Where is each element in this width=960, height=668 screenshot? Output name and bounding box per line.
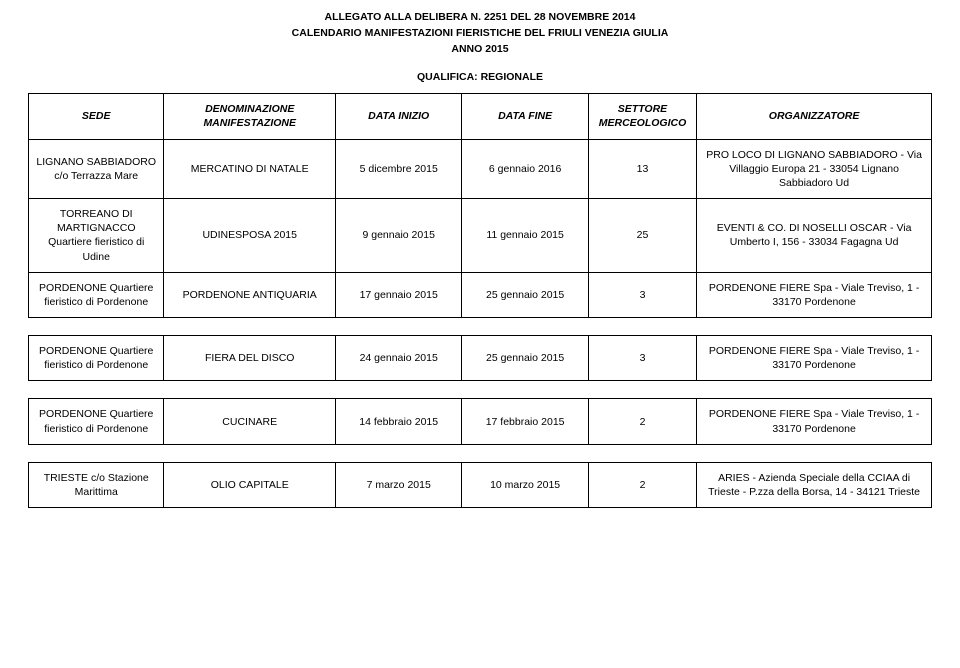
cell-org: ARIES - Azienda Speciale della CCIAA di … bbox=[697, 462, 932, 507]
cell-sede: PORDENONE Quartiere fieristico di Porden… bbox=[29, 272, 164, 317]
header-line-2: CALENDARIO MANIFESTAZIONI FIERISTICHE DE… bbox=[28, 26, 932, 42]
cell-denom: MERCATINO DI NATALE bbox=[164, 139, 336, 199]
col-sede: SEDE bbox=[29, 94, 164, 139]
cell-fine: 25 gennaio 2015 bbox=[462, 272, 588, 317]
cell-sede: PORDENONE Quartiere fieristico di Porden… bbox=[29, 399, 164, 444]
table-row: TORREANO DI MARTIGNACCO Quartiere fieris… bbox=[29, 199, 932, 273]
col-denominazione: DENOMINAZIONE MANIFESTAZIONE bbox=[164, 94, 336, 139]
col-data-inizio: DATA INIZIO bbox=[336, 94, 462, 139]
col-settore: SETTORE MERCEOLOGICO bbox=[588, 94, 696, 139]
table-row: TRIESTE c/o Stazione Marittima OLIO CAPI… bbox=[29, 462, 932, 507]
table-spacer bbox=[29, 381, 932, 399]
events-table: SEDE DENOMINAZIONE MANIFESTAZIONE DATA I… bbox=[28, 93, 932, 508]
cell-sede: PORDENONE Quartiere fieristico di Porden… bbox=[29, 336, 164, 381]
cell-inizio: 9 gennaio 2015 bbox=[336, 199, 462, 273]
table-header-row: SEDE DENOMINAZIONE MANIFESTAZIONE DATA I… bbox=[29, 94, 932, 139]
cell-fine: 6 gennaio 2016 bbox=[462, 139, 588, 199]
cell-settore: 2 bbox=[588, 462, 696, 507]
cell-settore: 3 bbox=[588, 336, 696, 381]
col-organizzatore: ORGANIZZATORE bbox=[697, 94, 932, 139]
table-row: PORDENONE Quartiere fieristico di Porden… bbox=[29, 336, 932, 381]
cell-denom: FIERA DEL DISCO bbox=[164, 336, 336, 381]
cell-settore: 25 bbox=[588, 199, 696, 273]
cell-settore: 2 bbox=[588, 399, 696, 444]
table-spacer bbox=[29, 318, 932, 336]
cell-sede: TRIESTE c/o Stazione Marittima bbox=[29, 462, 164, 507]
cell-org: EVENTI & CO. DI NOSELLI OSCAR - Via Umbe… bbox=[697, 199, 932, 273]
header-line-3: ANNO 2015 bbox=[28, 42, 932, 58]
cell-inizio: 14 febbraio 2015 bbox=[336, 399, 462, 444]
cell-denom: CUCINARE bbox=[164, 399, 336, 444]
table-row: PORDENONE Quartiere fieristico di Porden… bbox=[29, 399, 932, 444]
cell-sede: LIGNANO SABBIADORO c/o Terrazza Mare bbox=[29, 139, 164, 199]
cell-sede: TORREANO DI MARTIGNACCO Quartiere fieris… bbox=[29, 199, 164, 273]
table-spacer bbox=[29, 444, 932, 462]
cell-inizio: 5 dicembre 2015 bbox=[336, 139, 462, 199]
header-line-1: ALLEGATO ALLA DELIBERA N. 2251 DEL 28 NO… bbox=[28, 10, 932, 26]
cell-org: PORDENONE FIERE Spa - Viale Treviso, 1 -… bbox=[697, 272, 932, 317]
table-row: PORDENONE Quartiere fieristico di Porden… bbox=[29, 272, 932, 317]
cell-inizio: 24 gennaio 2015 bbox=[336, 336, 462, 381]
table-row: LIGNANO SABBIADORO c/o Terrazza Mare MER… bbox=[29, 139, 932, 199]
col-data-fine: DATA FINE bbox=[462, 94, 588, 139]
cell-fine: 17 febbraio 2015 bbox=[462, 399, 588, 444]
cell-denom: PORDENONE ANTIQUARIA bbox=[164, 272, 336, 317]
cell-fine: 11 gennaio 2015 bbox=[462, 199, 588, 273]
qualifica-label: QUALIFICA: REGIONALE bbox=[28, 71, 932, 83]
cell-denom: OLIO CAPITALE bbox=[164, 462, 336, 507]
document-header: ALLEGATO ALLA DELIBERA N. 2251 DEL 28 NO… bbox=[28, 10, 932, 57]
cell-inizio: 17 gennaio 2015 bbox=[336, 272, 462, 317]
cell-org: PORDENONE FIERE Spa - Viale Treviso, 1 -… bbox=[697, 336, 932, 381]
cell-fine: 10 marzo 2015 bbox=[462, 462, 588, 507]
cell-denom: UDINESPOSA 2015 bbox=[164, 199, 336, 273]
cell-org: PRO LOCO DI LIGNANO SABBIADORO - Via Vil… bbox=[697, 139, 932, 199]
cell-settore: 3 bbox=[588, 272, 696, 317]
cell-fine: 25 gennaio 2015 bbox=[462, 336, 588, 381]
cell-settore: 13 bbox=[588, 139, 696, 199]
cell-inizio: 7 marzo 2015 bbox=[336, 462, 462, 507]
cell-org: PORDENONE FIERE Spa - Viale Treviso, 1 -… bbox=[697, 399, 932, 444]
